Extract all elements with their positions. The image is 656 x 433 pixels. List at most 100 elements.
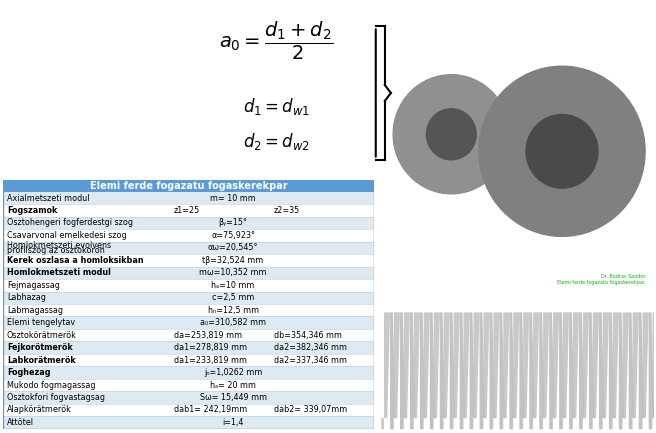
Polygon shape [570,235,576,236]
Text: db=354,346 mm: db=354,346 mm [274,331,342,339]
Polygon shape [623,93,626,97]
Text: Axialmetszeti modul: Axialmetszeti modul [7,194,89,203]
Polygon shape [507,146,508,152]
Text: m= 10 mm: m= 10 mm [210,194,256,203]
Polygon shape [585,69,590,71]
Text: dab1= 242,19mm: dab1= 242,19mm [174,405,247,414]
Text: da1=278,819 mm: da1=278,819 mm [174,343,247,352]
Polygon shape [486,112,489,117]
Text: Homlokmetszeti modul: Homlokmetszeti modul [7,268,111,277]
Text: Kerek oszlasa a homloksikban: Kerek oszlasa a homloksikban [7,256,144,265]
Polygon shape [396,110,398,115]
Bar [3,267,374,279]
Text: c=2,5 mm: c=2,5 mm [212,293,255,302]
Polygon shape [412,178,417,182]
Text: Elemi ferde fogazatu fogaskerekpar: Elemi ferde fogazatu fogaskerekpar [90,181,287,191]
Text: Labmagassag: Labmagassag [7,306,63,315]
Polygon shape [438,192,443,194]
Polygon shape [623,205,626,210]
Text: $d_1 = d_{w1}$: $d_1 = d_{w1}$ [243,96,310,117]
Text: mω=10,352 mm: mω=10,352 mm [199,268,267,277]
Polygon shape [632,105,635,110]
Bar [3,341,374,354]
Polygon shape [493,199,497,204]
Text: $a_0 = \dfrac{d_1 + d_2}{2}$: $a_0 = \dfrac{d_1 + d_2}{2}$ [219,19,333,62]
Text: Elemi tengelytav: Elemi tengelytav [7,318,75,327]
Polygon shape [599,75,604,78]
Text: Labkorätmerök: Labkorätmerök [7,355,75,365]
Circle shape [479,66,645,236]
Text: Foghezag: Foghezag [7,368,51,377]
Circle shape [526,114,598,188]
Text: i=1,4: i=1,4 [222,418,244,427]
Text: da2=337,346 mm: da2=337,346 mm [274,355,347,365]
Text: Homlokmetszeti evolvens: Homlokmetszeti evolvens [7,241,111,250]
Polygon shape [491,91,496,96]
Text: Osztokörätmerök: Osztokörätmerök [7,331,77,339]
Text: $d_2 = d_{w2}$: $d_2 = d_{w2}$ [243,131,310,152]
Text: z1=25: z1=25 [174,206,200,215]
Bar [3,217,374,229]
Bar [3,391,374,404]
Bar [3,379,374,391]
Polygon shape [396,153,398,159]
Polygon shape [480,183,485,186]
Polygon shape [639,119,641,124]
Bar [3,279,374,291]
Polygon shape [585,231,590,233]
Polygon shape [501,103,504,108]
Text: βᵧ=15°: βᵧ=15° [218,219,247,227]
Bar [3,404,374,416]
Text: αω=20,545°: αω=20,545° [208,243,258,252]
Bar [3,304,374,317]
Circle shape [426,109,476,160]
Text: jₙ=1,0262 mm: jₙ=1,0262 mm [204,368,262,377]
Circle shape [393,75,510,194]
Polygon shape [424,187,429,190]
Text: tβ=32,524 mm: tβ=32,524 mm [203,256,264,265]
Polygon shape [527,228,532,231]
Polygon shape [570,67,576,68]
Polygon shape [480,82,485,86]
Bar [3,204,374,217]
Bar [3,192,374,204]
Text: profilszog az osztokorön: profilszog az osztokorön [7,246,105,255]
Text: Fejkorötmerök: Fejkorötmerök [7,343,73,352]
Polygon shape [501,160,504,165]
Bar [3,329,374,341]
Polygon shape [639,178,641,184]
Polygon shape [466,190,472,192]
Bar [3,317,374,329]
Polygon shape [514,221,519,224]
Polygon shape [438,75,443,76]
Polygon shape [486,185,489,191]
Text: a₀=310,582 mm: a₀=310,582 mm [200,318,266,327]
Text: hₐ= 20 mm: hₐ= 20 mm [210,381,256,390]
Polygon shape [481,126,483,132]
Polygon shape [502,211,507,215]
Polygon shape [599,225,604,228]
Text: Labhazag: Labhazag [7,293,46,302]
Polygon shape [424,79,429,82]
Polygon shape [643,164,644,169]
Bar [3,366,374,379]
Text: Osztokfori fogvastagsag: Osztokfori fogvastagsag [7,393,105,402]
Bar [3,180,374,192]
Bar [3,254,374,267]
Polygon shape [541,68,546,69]
Bar [3,229,374,242]
Polygon shape [514,79,519,82]
Text: da2=382,346 mm: da2=382,346 mm [274,343,347,352]
Polygon shape [412,87,417,90]
Polygon shape [643,133,644,139]
Polygon shape [466,77,472,78]
Polygon shape [493,99,497,104]
Text: hₐ=10 mm: hₐ=10 mm [211,281,255,290]
Polygon shape [502,87,507,92]
Text: hₙ=12,5 mm: hₙ=12,5 mm [207,306,258,315]
Text: Attötel: Attötel [7,418,34,427]
Polygon shape [632,192,635,197]
Polygon shape [541,233,546,235]
Polygon shape [403,167,406,172]
Polygon shape [611,83,616,87]
